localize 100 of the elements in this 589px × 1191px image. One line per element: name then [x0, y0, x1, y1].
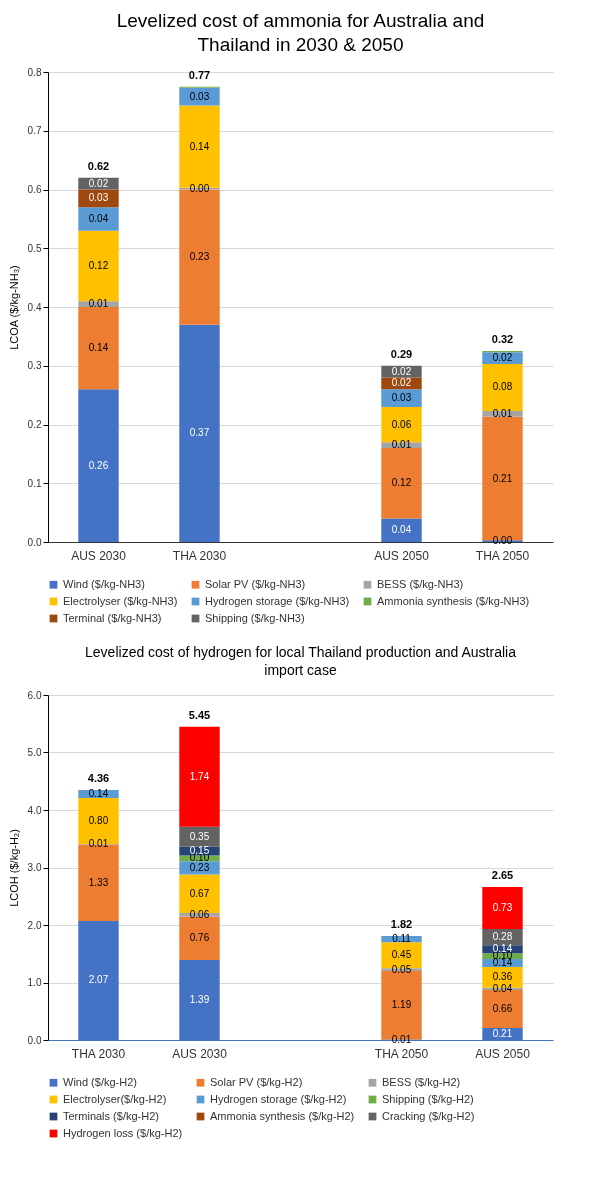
data-label: 0.01 — [88, 838, 109, 850]
data-label: 0.03 — [391, 392, 412, 404]
legend-label: Terminals ($/kg-H2) — [63, 1109, 159, 1122]
y-tick-label: 0.8 — [27, 66, 42, 78]
data-label: 0.14 — [88, 342, 109, 354]
data-label: 0.12 — [88, 259, 109, 271]
y-axis-title: LCOA ($/kg-NH₃) — [7, 265, 20, 350]
legend-label: Wind ($/kg-H2) — [63, 1075, 137, 1088]
data-label: 0.37 — [189, 427, 210, 439]
y-tick-label: 0.1 — [27, 477, 42, 489]
total-label: 0.62 — [87, 159, 110, 172]
legend-label: BESS ($/kg-H2) — [382, 1075, 461, 1088]
data-label: 1.74 — [189, 770, 210, 782]
legend-label: Electrolyser($/kg-H2) — [63, 1092, 167, 1105]
data-label: 0.12 — [391, 477, 412, 489]
chart-title: Levelized cost of ammonia for Australia and Thailand in 2030 & 2050 — [116, 10, 485, 55]
legend-label: Solar PV ($/kg-H2) — [210, 1075, 303, 1088]
data-label: 0.36 — [492, 971, 513, 983]
data-label: 0.28 — [492, 931, 513, 943]
data-label: 0.06 — [391, 418, 412, 430]
total-label: 0.77 — [188, 68, 211, 81]
y-tick-label: 0.5 — [27, 242, 42, 254]
legend-label: Wind ($/kg-NH3) — [63, 577, 145, 590]
bar — [179, 324, 220, 542]
data-label: 0.02 — [88, 177, 109, 189]
y-tick-label: 0.0 — [27, 1034, 42, 1046]
x-tick-label: AUS 2030 — [172, 1046, 228, 1061]
data-label: 0.01 — [492, 407, 513, 419]
y-tick-label: 0.4 — [27, 301, 42, 313]
total-label: 5.45 — [188, 708, 211, 721]
data-label: 0.01 — [88, 298, 109, 310]
data-label: 0.21 — [492, 472, 513, 484]
total-label: 0.29 — [390, 347, 413, 360]
data-label: 0.01 — [391, 439, 412, 451]
y-tick-label: 0.7 — [27, 125, 42, 137]
data-label: 2.07 — [88, 974, 109, 986]
y-tick-label: 0.0 — [27, 536, 42, 548]
y-tick-label: 5.0 — [27, 747, 42, 758]
data-label: 0.23 — [189, 861, 210, 873]
bar — [78, 307, 119, 390]
data-label: 0.02 — [391, 377, 412, 389]
data-label: 1.33 — [88, 876, 109, 888]
y-tick-label: 0.3 — [27, 360, 42, 372]
data-label: 0.03 — [189, 90, 210, 102]
legend-label: Hydrogen loss ($/kg-H2) — [63, 1126, 183, 1139]
legend-label: Terminal ($/kg-NH3) — [63, 611, 162, 624]
x-tick-label: THA 2050 — [475, 548, 530, 563]
legend-label: Ammonia synthesis ($/kg-H2) — [210, 1109, 355, 1122]
y-tick-label: 3.0 — [27, 862, 42, 873]
y-axis-title: LCOH ($/kg-H₂) — [7, 829, 20, 907]
total-label: 1.82 — [390, 917, 413, 930]
data-label: 0.08 — [492, 381, 513, 393]
legend-label: Electrolyser ($/kg-NH3) — [63, 594, 178, 607]
data-label: 0.00 — [189, 182, 210, 194]
data-label: 0.76 — [189, 932, 210, 944]
bar — [179, 916, 220, 961]
data-label: 0.26 — [88, 459, 109, 471]
y-tick-label: 6.0 — [27, 689, 42, 701]
data-label: 0.04 — [492, 982, 513, 994]
data-label: 0.11 — [392, 933, 412, 945]
legend-label: Cracking ($/kg-H2) — [382, 1109, 475, 1122]
legend-label: Hydrogen storage ($/kg-H2) — [210, 1092, 347, 1105]
y-tick-label: 4.0 — [27, 804, 42, 816]
total-label: 0.32 — [491, 333, 514, 346]
data-label: 0.21 — [492, 1027, 513, 1039]
data-label: 0.02 — [391, 365, 412, 377]
data-label: 0.80 — [88, 814, 109, 826]
y-tick-label: 0.2 — [27, 419, 42, 430]
x-tick-label: THA 2030 — [172, 548, 227, 563]
data-label: 0.04 — [88, 212, 109, 224]
legend-label: BESS ($/kg-NH3) — [377, 577, 464, 590]
data-label: 0.00 — [492, 535, 513, 547]
data-label: 0.14 — [189, 140, 210, 152]
x-tick-label: AUS 2030 — [71, 548, 127, 563]
bar — [78, 389, 119, 542]
data-label: 0.04 — [391, 524, 412, 536]
bar — [482, 887, 523, 930]
legend-label: Ammonia synthesis ($/kg-NH3) — [377, 594, 530, 607]
data-label: 0.14 — [88, 787, 109, 799]
x-tick-label: AUS 2050 — [374, 548, 430, 563]
x-tick-label: THA 2050 — [374, 1046, 429, 1061]
legend-label: Hydrogen storage ($/kg-NH3) — [205, 594, 350, 607]
x-tick-label: THA 2030 — [71, 1046, 126, 1061]
legend-label: Shipping ($/kg-H2) — [382, 1092, 474, 1105]
data-label: 0.35 — [189, 830, 210, 842]
data-label: 1.19 — [391, 999, 412, 1011]
total-label: 4.36 — [87, 771, 110, 784]
legend-label: Shipping ($/kg-NH3) — [205, 611, 305, 624]
data-label: 0.10 — [189, 852, 210, 864]
y-tick-label: 0.6 — [27, 184, 42, 195]
data-label: 0.67 — [189, 887, 210, 899]
data-label: 1.39 — [189, 994, 210, 1006]
data-label: 0.03 — [88, 192, 109, 204]
total-label: 2.65 — [491, 869, 514, 882]
bar — [179, 726, 220, 827]
bar — [381, 448, 422, 519]
data-label: 0.73 — [492, 902, 513, 914]
y-tick-label: 1.0 — [27, 977, 42, 988]
chart-title: Levelized cost of hydrogen for local Thailand production and Australia import case — [85, 644, 517, 678]
data-label: 0.45 — [391, 949, 412, 961]
